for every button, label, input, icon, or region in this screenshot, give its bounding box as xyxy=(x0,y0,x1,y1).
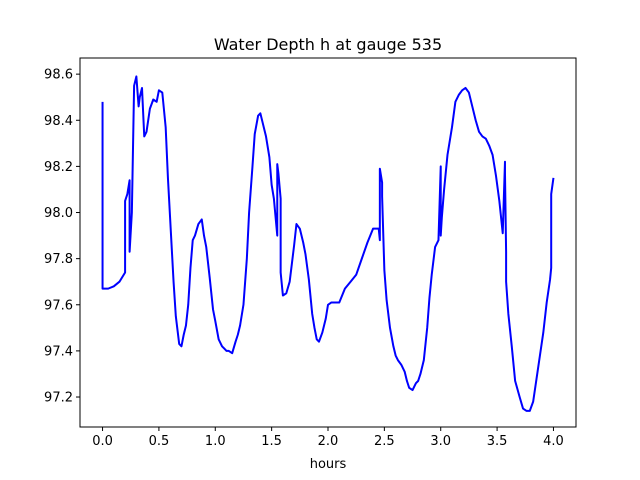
y-tick-label: 97.4 xyxy=(44,344,73,359)
x-axis-label: hours xyxy=(310,457,347,472)
x-tick-label: 3.0 xyxy=(430,434,451,449)
y-tick-label: 98.6 xyxy=(44,68,73,83)
y-tick-label: 98.0 xyxy=(44,206,73,221)
x-tick-label: 3.5 xyxy=(487,434,508,449)
x-tick-label: 2.0 xyxy=(318,434,339,449)
y-tick-label: 98.4 xyxy=(44,114,73,129)
x-tick-label: 4.0 xyxy=(543,434,564,449)
x-tick-label: 1.5 xyxy=(261,434,282,449)
chart-title: Water Depth h at gauge 535 xyxy=(214,35,442,54)
plot-area xyxy=(101,75,555,412)
x-tick-label: 1.0 xyxy=(205,434,226,449)
x-axis-ticks: 0.0 0.5 1.0 1.5 2.0 2.5 3.0 3.5 4.0 xyxy=(92,427,564,449)
x-tick-label: 0.5 xyxy=(149,434,170,449)
x-tick-label: 2.5 xyxy=(374,434,395,449)
y-tick-label: 97.2 xyxy=(44,391,73,406)
series-line-0 xyxy=(101,75,555,412)
axes-frame xyxy=(79,57,577,428)
x-tick-label: 0.0 xyxy=(92,434,113,449)
y-tick-label: 98.2 xyxy=(44,160,73,175)
y-tick-label: 97.8 xyxy=(44,252,73,267)
y-tick-label: 97.6 xyxy=(44,298,73,313)
y-axis-ticks: 97.2 97.4 97.6 97.8 98.0 98.2 98.4 98.6 xyxy=(44,68,80,406)
